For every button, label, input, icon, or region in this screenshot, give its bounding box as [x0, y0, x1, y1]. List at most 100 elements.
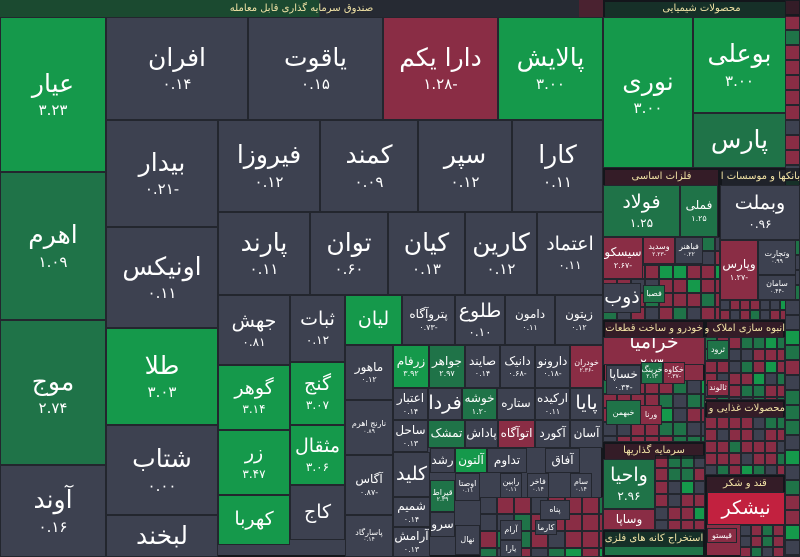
stock-tile[interactable] — [785, 465, 800, 480]
stock-cell[interactable]: فیروزا ۰.۱۲ — [218, 120, 320, 212]
stock-tile[interactable] — [694, 494, 705, 507]
stock-tile[interactable] — [777, 385, 785, 397]
stock-cell[interactable]: دارا یکم -۱.۲۸ — [383, 17, 498, 120]
stock-tile[interactable] — [785, 45, 800, 60]
stock-cell[interactable]: اونیکس ۰.۱۱ — [106, 227, 218, 328]
stock-tile[interactable] — [599, 497, 603, 514]
stock-tile[interactable] — [729, 349, 741, 361]
stock-cell[interactable]: آفاق — [545, 448, 580, 473]
stock-cell[interactable]: آکورد — [535, 420, 570, 448]
stock-tile[interactable] — [701, 251, 715, 265]
stock-tile[interactable] — [717, 453, 729, 465]
stock-tile[interactable] — [765, 349, 777, 361]
stock-tile[interactable] — [701, 408, 705, 422]
stock-tile[interactable] — [480, 514, 497, 531]
stock-tile[interactable] — [645, 307, 659, 320]
stock-tile[interactable] — [753, 337, 765, 349]
stock-tile[interactable] — [773, 536, 784, 547]
stock-cell[interactable]: خبهمن — [606, 400, 641, 425]
stock-tile[interactable] — [729, 465, 741, 475]
stock-tile[interactable] — [582, 548, 599, 557]
stock-tile[interactable] — [741, 429, 753, 441]
stock-tile[interactable] — [730, 310, 740, 320]
stock-tile[interactable] — [785, 360, 800, 375]
stock-cell[interactable]: پناه — [540, 500, 570, 520]
stock-tile[interactable] — [603, 436, 617, 442]
stock-tile[interactable] — [785, 390, 800, 405]
stock-cell[interactable]: بوعلی ۳.۰۰ — [693, 17, 786, 113]
stock-tile[interactable] — [785, 420, 800, 435]
stock-tile[interactable] — [785, 525, 800, 540]
stock-cell[interactable]: فملی ۱.۲۵ — [680, 185, 718, 237]
stock-tile[interactable] — [701, 394, 705, 408]
stock-cell[interactable]: لیان — [345, 295, 402, 345]
stock-cell[interactable]: دامون ۰.۱۱ — [505, 295, 555, 345]
stock-tile[interactable] — [741, 349, 753, 361]
stock-cell[interactable]: ماهور ۰.۱۲ — [345, 345, 393, 400]
stock-cell[interactable]: خساپا -۰.۳۴ — [606, 365, 641, 395]
stock-tile[interactable] — [687, 380, 701, 394]
stock-cell[interactable]: قیراط ۲.۳۹ — [430, 480, 455, 512]
stock-tile[interactable] — [784, 525, 786, 536]
stock-tile[interactable] — [705, 397, 717, 400]
stock-cell[interactable]: سامان -۰.۴۴ — [758, 275, 796, 300]
stock-tile[interactable] — [753, 429, 765, 441]
stock-cell[interactable]: اتوآگاه — [498, 420, 535, 448]
stock-tile[interactable] — [729, 385, 741, 397]
stock-tile[interactable] — [694, 520, 705, 530]
stock-cell[interactable]: کاج — [290, 485, 345, 540]
stock-tile[interactable] — [480, 548, 497, 557]
stock-cell[interactable]: نهال — [455, 525, 480, 555]
stock-tile[interactable] — [705, 417, 717, 429]
stock-tile[interactable] — [730, 300, 740, 310]
stock-cell[interactable]: سپر ۰.۱۲ — [418, 120, 512, 212]
stock-tile[interactable] — [773, 547, 784, 557]
stock-cell[interactable]: تداوم — [487, 448, 527, 473]
stock-cell[interactable]: زیتون ۰.۱۲ — [555, 295, 603, 345]
stock-cell[interactable]: آرامش ۰.۱۳ — [393, 527, 430, 557]
stock-cell[interactable]: وبملت ۰.۹۶ — [720, 185, 800, 240]
stock-tile[interactable] — [785, 105, 800, 120]
stock-cell[interactable]: صایند ۰.۱۴ — [465, 345, 500, 388]
stock-tile[interactable] — [785, 510, 800, 525]
stock-tile[interactable] — [548, 548, 565, 557]
stock-tile[interactable] — [673, 394, 687, 408]
stock-tile[interactable] — [659, 265, 673, 279]
stock-cell[interactable]: افران ۰.۱۴ — [106, 17, 248, 120]
stock-tile[interactable] — [717, 361, 729, 373]
stock-cell[interactable]: فردا — [428, 388, 462, 420]
stock-tile[interactable] — [785, 315, 800, 330]
stock-tile[interactable] — [785, 15, 800, 30]
stock-cell[interactable]: توان ۰.۶۰ — [310, 212, 388, 295]
stock-tile[interactable] — [777, 417, 785, 429]
stock-cell[interactable]: موج ۲.۷۴ — [0, 320, 106, 465]
stock-tile[interactable] — [582, 497, 599, 514]
stock-tile[interactable] — [701, 380, 705, 394]
stock-tile[interactable] — [765, 441, 777, 453]
stock-cell[interactable]: پالایش ۳.۰۰ — [498, 17, 603, 120]
stock-tile[interactable] — [599, 531, 603, 548]
stock-cell[interactable]: نیشکر — [707, 492, 785, 525]
stock-tile[interactable] — [729, 373, 741, 385]
stock-cell[interactable]: فاخر ۰.۱۴ — [527, 473, 549, 498]
stock-tile[interactable] — [715, 293, 720, 307]
stock-tile[interactable] — [694, 481, 705, 494]
stock-tile[interactable] — [751, 547, 762, 557]
stock-tile[interactable] — [729, 417, 741, 429]
stock-cell[interactable]: آوند ۰.۱۶ — [0, 465, 106, 557]
stock-cell[interactable]: جهش ۰.۸۱ — [218, 295, 290, 365]
stock-tile[interactable] — [785, 540, 800, 555]
stock-tile[interactable] — [645, 436, 659, 442]
stock-tile[interactable] — [762, 536, 773, 547]
stock-tile[interactable] — [705, 429, 717, 441]
stock-tile[interactable] — [777, 429, 785, 441]
stock-tile[interactable] — [687, 265, 701, 279]
stock-cell[interactable]: کهربا — [218, 495, 290, 545]
stock-tile[interactable] — [659, 436, 673, 442]
stock-cell[interactable]: آگاس -۰.۸۷ — [345, 455, 393, 515]
stock-cell[interactable]: طلا ۳.۰۳ — [106, 328, 218, 425]
stock-cell[interactable]: ارکیده ۰.۱۱ — [535, 388, 570, 420]
stock-tile[interactable] — [741, 397, 753, 400]
stock-tile[interactable] — [729, 453, 741, 465]
stock-cell[interactable]: ثبات ۰.۱۲ — [290, 295, 345, 362]
